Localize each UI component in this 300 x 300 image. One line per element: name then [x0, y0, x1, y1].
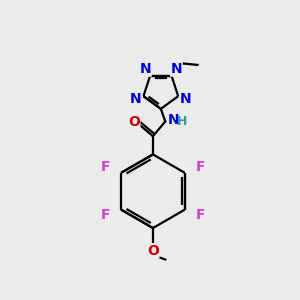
Text: N: N — [180, 92, 192, 106]
Text: F: F — [100, 208, 110, 222]
Text: N: N — [130, 92, 141, 106]
Text: H: H — [176, 115, 187, 128]
Text: N: N — [171, 62, 182, 76]
Text: F: F — [100, 160, 110, 174]
Text: O: O — [147, 244, 159, 258]
Text: F: F — [196, 208, 206, 222]
Text: N: N — [168, 113, 179, 127]
Text: F: F — [196, 160, 206, 174]
Text: N: N — [140, 62, 151, 76]
Text: O: O — [128, 116, 140, 129]
